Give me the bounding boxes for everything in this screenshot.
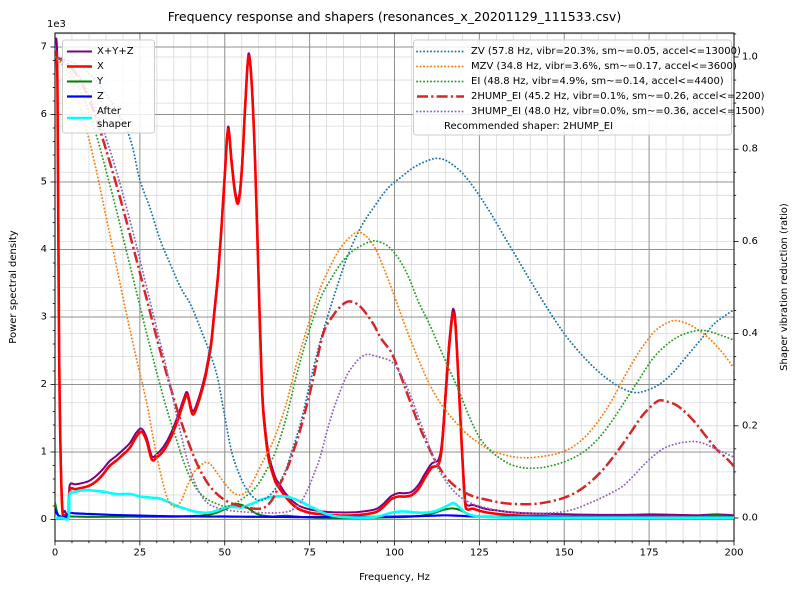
series-x-y-z bbox=[55, 37, 734, 517]
y-left-tick-label: 3 bbox=[41, 312, 47, 323]
y-left-offset-text: 1e3 bbox=[47, 19, 66, 30]
series-2hump-ei bbox=[55, 55, 734, 511]
legend-recommended-note: Recommended shaper: 2HUMP_EI bbox=[444, 121, 613, 132]
x-tick-label: 125 bbox=[470, 548, 489, 559]
y-left-tick-label: 0 bbox=[41, 514, 47, 525]
series-x bbox=[55, 50, 734, 521]
legend-psd-label: X+Y+Z bbox=[97, 46, 134, 57]
x-tick-label: 0 bbox=[52, 548, 58, 559]
y-right-tick-label: 0.8 bbox=[742, 144, 758, 155]
x-tick-label: 200 bbox=[724, 548, 743, 559]
y-left-tick-label: 2 bbox=[41, 379, 47, 390]
y-left-tick-label: 7 bbox=[41, 42, 47, 53]
series-mzv bbox=[55, 56, 734, 508]
legend-shapers-frame bbox=[413, 39, 732, 136]
series-3hump-ei bbox=[55, 56, 734, 515]
y-right-tick-label: 0.0 bbox=[742, 513, 758, 524]
x-tick-label: 75 bbox=[303, 548, 316, 559]
x-tick-label: 100 bbox=[385, 548, 404, 559]
legend-shaper-label: ZV (57.8 Hz, vibr=20.3%, sm~=0.05, accel… bbox=[471, 46, 741, 57]
y-right-tick-label: 0.2 bbox=[742, 420, 758, 431]
chart-title: Frequency response and shapers (resonanc… bbox=[168, 9, 621, 24]
x-tick-label: 175 bbox=[640, 548, 659, 559]
x-tick-label: 150 bbox=[555, 548, 574, 559]
x-tick-label: 25 bbox=[134, 548, 147, 559]
series-after-shaper bbox=[55, 488, 734, 521]
y-left-tick-label: 6 bbox=[41, 109, 47, 120]
legend-shaper-label: MZV (34.8 Hz, vibr=3.6%, sm~=0.17, accel… bbox=[471, 61, 737, 72]
legend-psd: X+Y+Z XYZ After shaper bbox=[62, 39, 155, 134]
y-left-axis-label: Power spectral density bbox=[8, 230, 19, 343]
y-right-tick-label: 1.0 bbox=[742, 52, 758, 63]
legend-psd-label: After bbox=[97, 106, 122, 117]
x-axis-label: Frequency, Hz bbox=[359, 572, 430, 583]
legend-psd-frame bbox=[62, 39, 155, 134]
legend-shaper-label: EI (48.8 Hz, vibr=4.9%, sm~=0.14, accel<… bbox=[471, 76, 724, 87]
legend-shaper-label: 2HUMP_EI (45.2 Hz, vibr=0.1%, sm~=0.26, … bbox=[471, 91, 765, 102]
x-tick-label: 50 bbox=[218, 548, 231, 559]
plot-curves bbox=[55, 37, 734, 521]
series-zv bbox=[55, 56, 734, 502]
axis-ticks: 0 25 50 75 100 125 150 175 200 0 1 2 3 4 5 6 7 0.0 0.2 0.4 0… bbox=[41, 33, 758, 559]
y-left-tick-label: 4 bbox=[41, 244, 47, 255]
legend-psd-label: X bbox=[97, 61, 104, 72]
y-right-tick-label: 0.4 bbox=[742, 328, 758, 339]
legend-psd-label: Z bbox=[97, 91, 104, 102]
series-ei bbox=[55, 56, 734, 508]
y-left-tick-label: 5 bbox=[41, 177, 47, 188]
y-right-axis-label: Shaper vibration reduction (ratio) bbox=[779, 203, 790, 371]
legend-psd-label: shaper bbox=[97, 119, 132, 130]
legend-shapers: ZV (57.8 Hz, vibr=20.3%, sm~=0.05, accel… bbox=[413, 39, 765, 136]
legend-shaper-label: 3HUMP_EI (48.0 Hz, vibr=0.0%, sm~=0.36, … bbox=[471, 106, 765, 117]
legend-psd-label: Y bbox=[96, 76, 104, 87]
y-right-tick-label: 0.6 bbox=[742, 236, 758, 247]
y-left-tick-label: 1 bbox=[41, 447, 47, 458]
